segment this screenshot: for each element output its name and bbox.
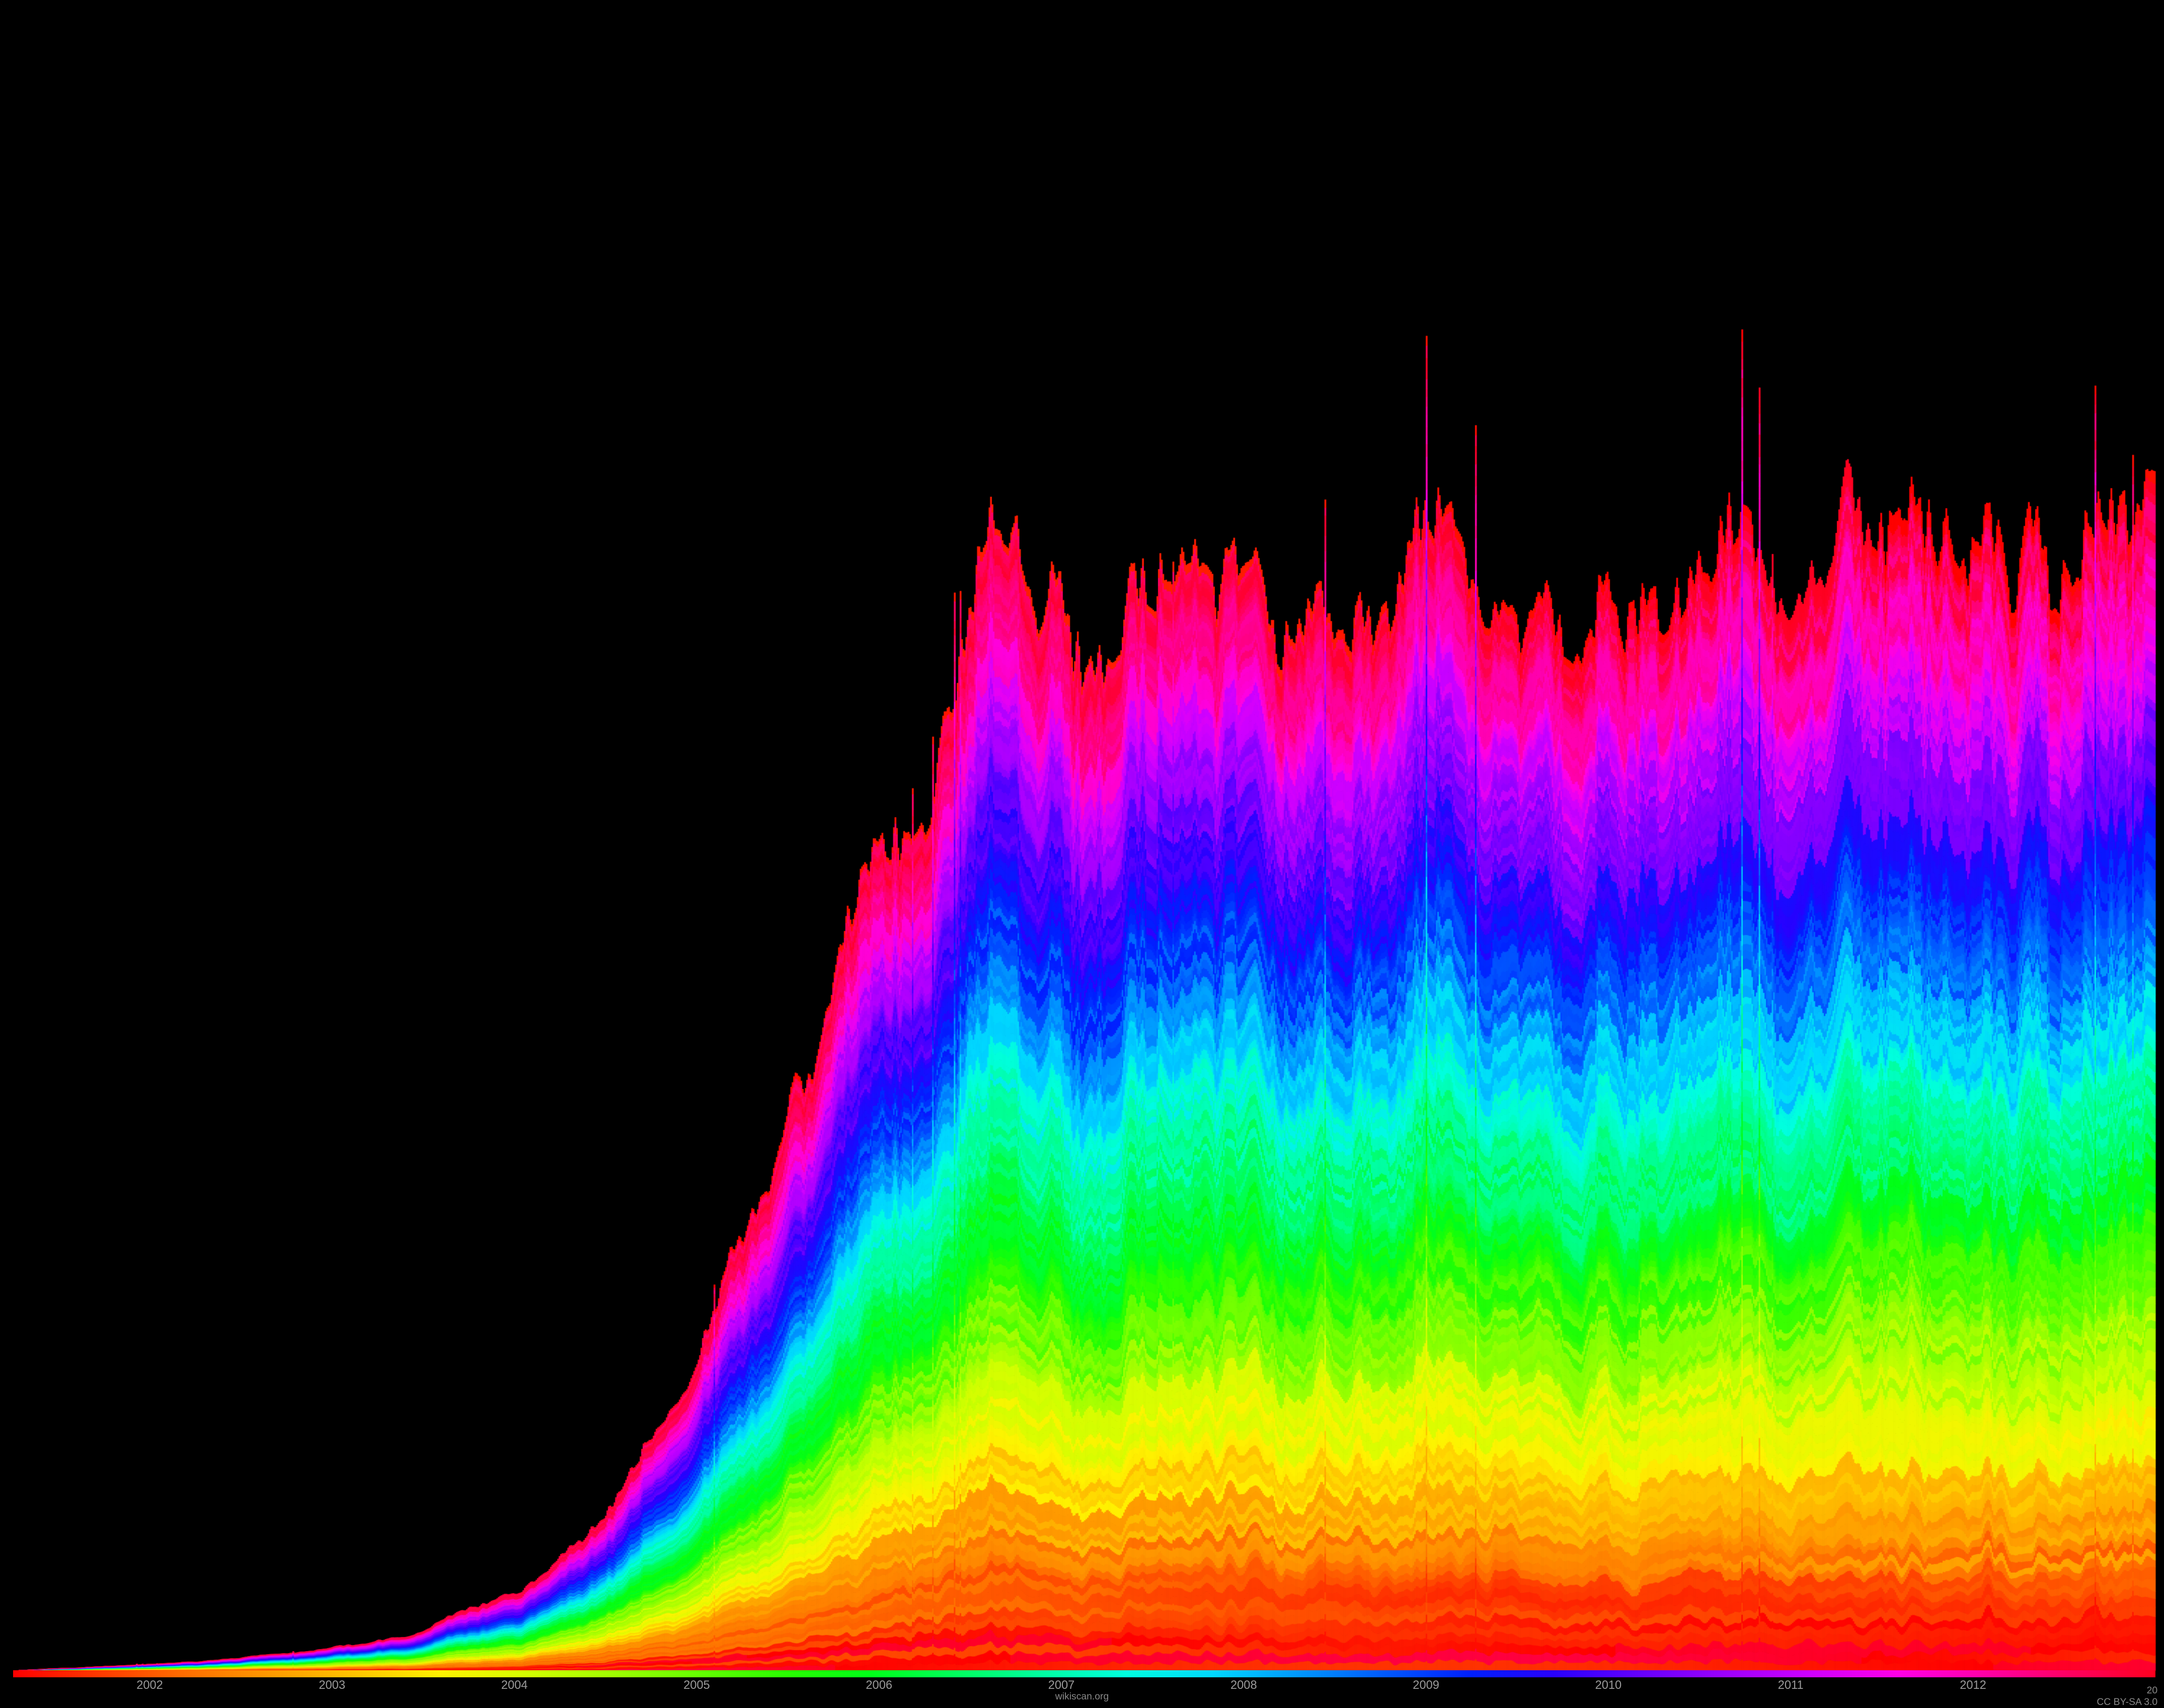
x-tick: 2011 <box>1778 1679 1804 1692</box>
credit-block: 20 CC BY-SA 3.0 <box>2097 1685 2157 1708</box>
x-tick: 2005 <box>683 1679 710 1692</box>
x-tick: 2008 <box>1230 1679 1257 1692</box>
axis-rainbow-bar <box>13 1670 2155 1677</box>
right-tick-fragment: 20 <box>2147 1685 2158 1696</box>
x-tick: 2009 <box>1413 1679 1439 1692</box>
x-axis: 2002 2003 2004 2005 2006 2007 2008 2009 2010 2011… <box>0 1670 2164 1708</box>
stacked-spectrum-canvas <box>0 0 2164 1708</box>
source-label: wikiscan.org <box>1055 1691 1109 1702</box>
x-tick: 2010 <box>1595 1679 1622 1692</box>
x-tick: 2004 <box>501 1679 528 1692</box>
chart-container: 2002 2003 2004 2005 2006 2007 2008 2009 2010 2011… <box>0 0 2164 1708</box>
x-tick: 2006 <box>866 1679 892 1692</box>
x-tick: 2002 <box>136 1679 163 1692</box>
x-tick: 2007 <box>1048 1679 1075 1692</box>
x-tick: 2003 <box>319 1679 346 1692</box>
x-tick: 2012 <box>1960 1679 1986 1692</box>
license-label: CC BY-SA 3.0 <box>2097 1696 2157 1707</box>
